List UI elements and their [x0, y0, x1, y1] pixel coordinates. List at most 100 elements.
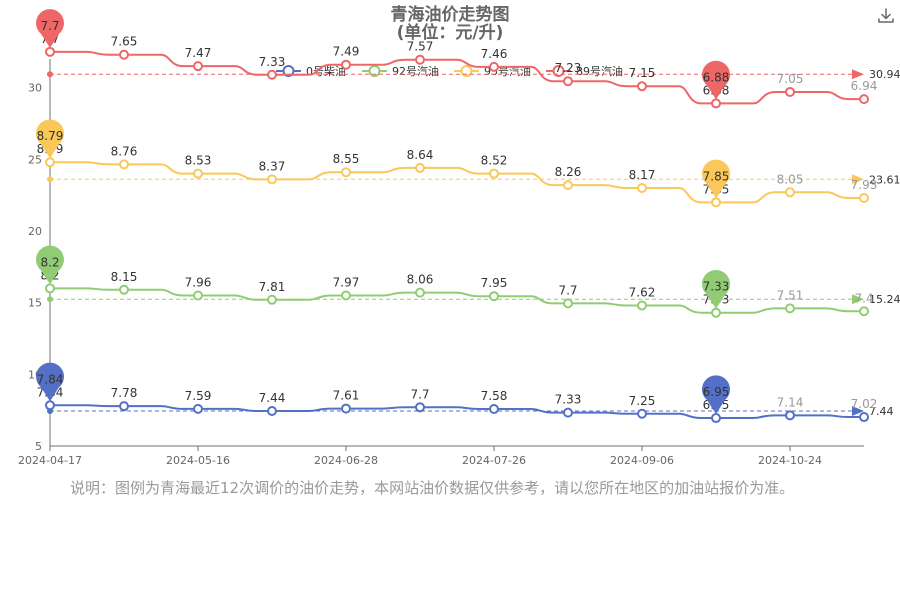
y-tick-label: 25: [28, 153, 42, 166]
series-0号柴油: 7.847.787.597.447.617.77.587.337.256.957…: [37, 385, 877, 424]
data-point: [193, 168, 203, 179]
average-label: 7.44: [869, 405, 894, 418]
data-label: 8.64: [407, 148, 434, 162]
data-label: 8.76: [111, 144, 138, 158]
data-label: 8.17: [629, 168, 656, 182]
legend-label: 92号汽油: [392, 64, 439, 78]
download-icon[interactable]: [876, 6, 896, 26]
data-point: [341, 59, 351, 70]
data-label: 8.15: [111, 270, 138, 284]
download-glyph: [878, 8, 894, 23]
data-label: 7.23: [555, 61, 582, 75]
average-label: 30.94: [869, 68, 900, 81]
max-pin: 7.7: [36, 9, 65, 48]
data-label: 7.97: [333, 276, 360, 290]
data-label: 7.47: [185, 46, 212, 60]
average-arrow: [852, 174, 864, 185]
average-start-dot: [47, 71, 53, 78]
series-layer: 7.84 7.78 7.59 7.44 7.61 7.7 7.58 7.33 7.25 6.95 7…: [37, 32, 878, 424]
max-pin: 8.2: [36, 245, 65, 285]
data-point: [785, 410, 795, 421]
data-label: 7.46: [481, 47, 508, 61]
data-point: [267, 174, 277, 185]
min-pin-label: 6.95: [703, 385, 730, 399]
data-point: [45, 283, 55, 294]
data-label: 7.51: [777, 288, 804, 302]
min-pin-shape: [702, 60, 730, 100]
data-point: [563, 180, 573, 191]
min-pin-label: 7.33: [703, 280, 730, 294]
legend-marker: [282, 65, 295, 77]
data-label: 7.33: [259, 55, 286, 69]
max-pin-label: 7.84: [37, 372, 64, 386]
data-label: 8.37: [259, 159, 286, 173]
data-label: 8.55: [333, 152, 360, 166]
data-point: [267, 294, 277, 305]
data-point: [341, 290, 351, 301]
x-tick-label: 2024-10-24: [758, 454, 822, 467]
data-point: [637, 408, 647, 419]
data-point: [415, 287, 425, 298]
legend-marker: [368, 65, 381, 77]
average-arrow: [852, 406, 864, 417]
data-label: 7.65: [111, 35, 138, 49]
data-label: 7.33: [555, 393, 582, 407]
data-label: 7.25: [629, 394, 656, 408]
series-89号汽油: 7.77.657.477.337.497.577.467.237.156.887…: [40, 32, 878, 109]
data-label: 8.05: [777, 172, 804, 186]
data-point: [711, 413, 721, 424]
max-pin-shape: [36, 245, 65, 285]
min-pin-shape: [702, 375, 731, 415]
data-point: [859, 94, 869, 105]
data-label: 7.7: [558, 283, 577, 297]
min-pin-label: 6.88: [703, 70, 730, 84]
data-point: [489, 61, 499, 72]
data-point: [637, 183, 647, 193]
legend-item: 0号柴油: [276, 64, 346, 78]
legend-marker: [460, 65, 473, 77]
marker-pins: 7.84 6.95 8.2 7.33 8.79 7.85 7.7 6.88: [36, 9, 731, 415]
min-pin-shape: [702, 159, 730, 199]
disclaimer-note: 说明：图例为青海最近12次调价的油价走势，本网站油价数据仅供参考，请以您所在地区…: [70, 479, 795, 497]
data-point: [267, 406, 277, 417]
data-point: [785, 187, 795, 198]
data-point: [711, 307, 721, 318]
average-start-dot: [47, 296, 53, 303]
min-pin: 6.88: [702, 60, 730, 100]
data-point: [785, 303, 795, 314]
x-tick-label: 2024-04-17: [18, 454, 82, 467]
y-tick-label: 30: [28, 82, 42, 95]
series-line: [50, 50, 864, 105]
data-point: [563, 76, 573, 87]
x-tick-label: 2024-05-16: [166, 454, 230, 467]
max-pin-shape: [36, 362, 65, 402]
min-pin: 7.85: [702, 159, 730, 199]
min-pin-shape: [702, 269, 731, 309]
data-point: [859, 193, 869, 204]
chart-subtitle: (单位：元/升): [397, 22, 504, 43]
data-point: [637, 300, 647, 311]
x-tick-label: 2024-07-26: [462, 454, 526, 467]
data-point: [859, 412, 869, 423]
x-tick-label: 2024-06-28: [314, 454, 378, 467]
data-point: [119, 401, 129, 412]
data-point: [859, 306, 869, 317]
data-label: 7.58: [481, 389, 508, 403]
series-95号汽油: 8.798.768.538.378.558.648.528.268.177.85…: [37, 142, 877, 208]
data-point: [489, 291, 499, 302]
data-point: [415, 54, 425, 65]
max-pin: 7.84: [36, 362, 65, 402]
data-label: 8.26: [555, 165, 582, 179]
average-lines: 7.44 15.24 23.61 30.94: [47, 68, 900, 418]
data-label: 7.96: [185, 276, 212, 290]
data-point: [119, 284, 129, 295]
data-label: 7.95: [481, 276, 508, 290]
legend-label: 89号汽油: [576, 64, 623, 78]
legend-marker: [552, 65, 565, 77]
data-point: [193, 403, 203, 414]
data-label: 7.81: [259, 280, 286, 294]
data-label: 6.94: [851, 79, 878, 93]
average-label: 15.24: [869, 293, 900, 306]
